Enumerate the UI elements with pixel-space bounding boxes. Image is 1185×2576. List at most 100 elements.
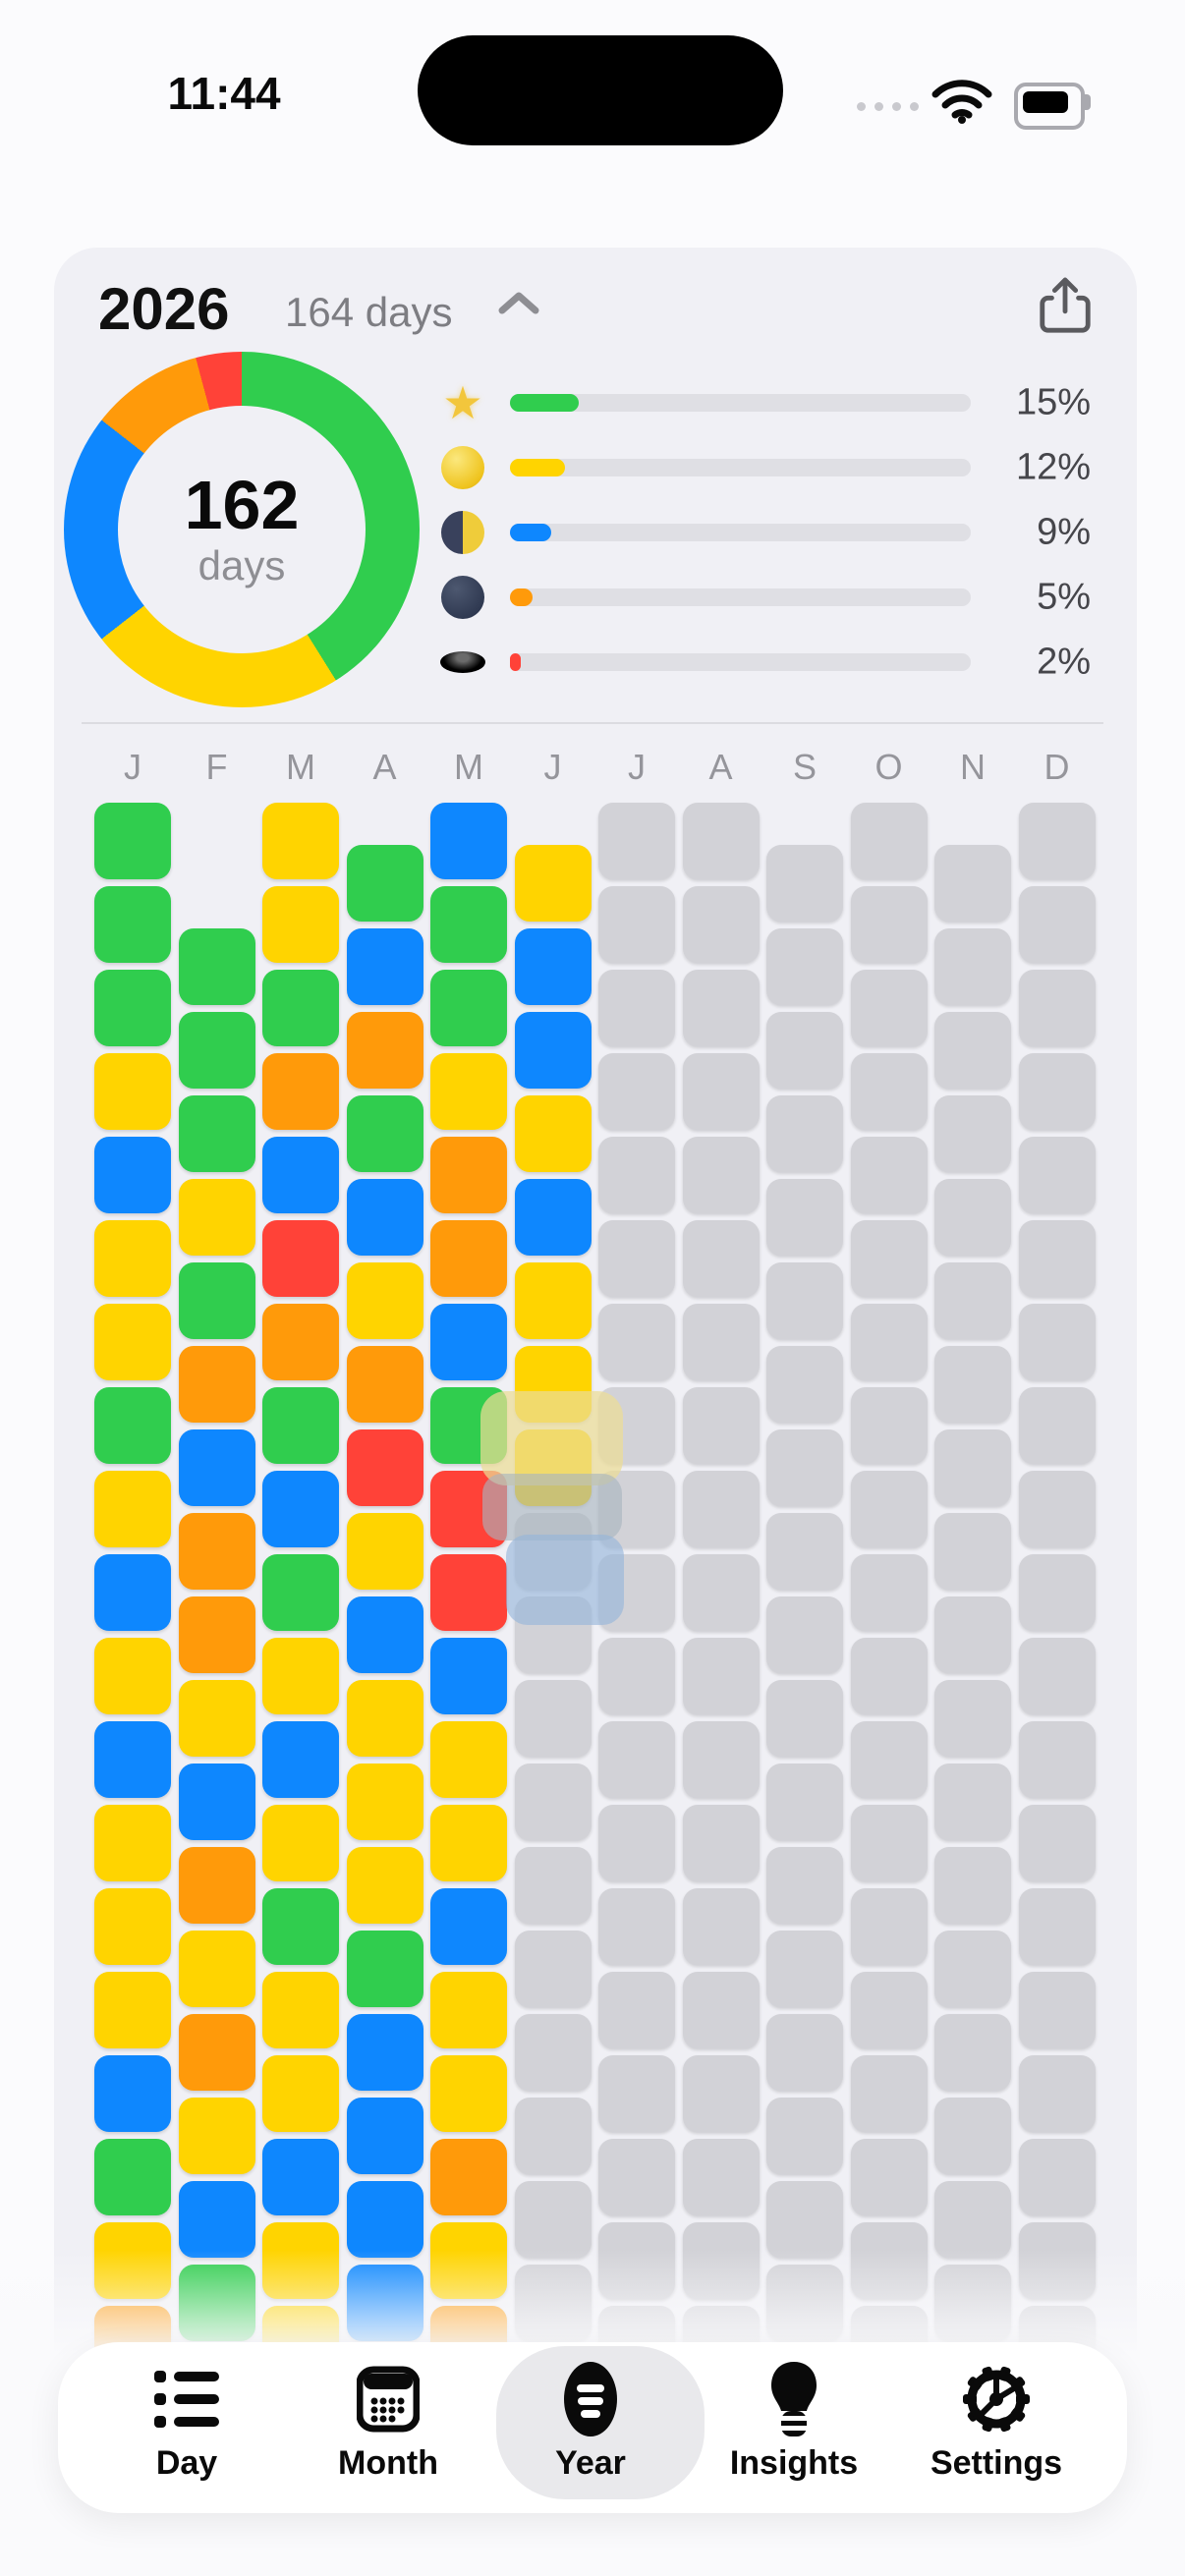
day-cell[interactable] xyxy=(178,2013,255,2091)
day-cell[interactable] xyxy=(94,1554,171,1631)
day-cell[interactable] xyxy=(94,886,171,963)
day-cell-untracked[interactable] xyxy=(598,1972,675,2048)
day-cell[interactable] xyxy=(94,1721,171,1798)
day-cell[interactable] xyxy=(430,1805,507,1881)
day-cell[interactable] xyxy=(262,1972,339,2048)
day-cell[interactable] xyxy=(514,1011,592,1089)
day-cell[interactable] xyxy=(94,1220,171,1297)
day-cell-untracked[interactable] xyxy=(598,803,675,879)
day-cell-untracked[interactable] xyxy=(1018,1721,1096,1798)
day-cell-untracked[interactable] xyxy=(934,1011,1011,1089)
day-cell-untracked[interactable] xyxy=(850,1638,928,1714)
day-cell-untracked[interactable] xyxy=(1018,2139,1096,2215)
day-cell-untracked[interactable] xyxy=(682,1387,760,1464)
day-cell-untracked[interactable] xyxy=(514,2097,592,2174)
day-cell[interactable] xyxy=(430,1554,507,1631)
day-cell[interactable] xyxy=(178,1345,255,1423)
day-cell-untracked[interactable] xyxy=(934,1345,1011,1423)
day-cell[interactable] xyxy=(346,1178,423,1256)
day-cell-untracked[interactable] xyxy=(682,1471,760,1547)
day-cell-untracked[interactable] xyxy=(766,1763,843,1840)
day-cell-untracked[interactable] xyxy=(850,1220,928,1297)
day-cell-untracked[interactable] xyxy=(598,1053,675,1130)
day-cell-untracked[interactable] xyxy=(682,1053,760,1130)
day-cell-untracked[interactable] xyxy=(1018,886,1096,963)
day-cell[interactable] xyxy=(178,1428,255,1506)
day-cell-untracked[interactable] xyxy=(934,1094,1011,1172)
day-cell[interactable] xyxy=(346,1261,423,1339)
day-cell-untracked[interactable] xyxy=(598,2055,675,2132)
day-cell[interactable] xyxy=(262,970,339,1046)
day-cell-untracked[interactable] xyxy=(766,1094,843,1172)
day-cell-untracked[interactable] xyxy=(682,1638,760,1714)
day-cell-untracked[interactable] xyxy=(850,1721,928,1798)
day-cell[interactable] xyxy=(514,844,592,922)
day-cell-untracked[interactable] xyxy=(598,1888,675,1965)
chevron-up-icon[interactable] xyxy=(496,291,541,316)
day-cell-untracked[interactable] xyxy=(1018,1304,1096,1380)
day-cell[interactable] xyxy=(514,1178,592,1256)
day-cell-untracked[interactable] xyxy=(514,1763,592,1840)
day-cell-untracked[interactable] xyxy=(850,1137,928,1213)
day-cell-untracked[interactable] xyxy=(598,2139,675,2215)
day-cell-untracked[interactable] xyxy=(850,886,928,963)
day-cell[interactable] xyxy=(94,1304,171,1380)
day-cell-untracked[interactable] xyxy=(934,1596,1011,1673)
day-cell-untracked[interactable] xyxy=(766,2097,843,2174)
day-cell[interactable] xyxy=(346,1679,423,1757)
day-cell[interactable] xyxy=(178,1011,255,1089)
day-cell[interactable] xyxy=(94,803,171,879)
day-cell[interactable] xyxy=(94,2055,171,2132)
day-cell[interactable] xyxy=(94,1387,171,1464)
tab-day[interactable]: Day xyxy=(88,2356,285,2503)
day-cell-untracked[interactable] xyxy=(850,803,928,879)
day-cell-untracked[interactable] xyxy=(934,1428,1011,1506)
day-cell-untracked[interactable] xyxy=(682,886,760,963)
day-cell[interactable] xyxy=(514,1261,592,1339)
day-cell[interactable] xyxy=(430,1220,507,1297)
day-cell[interactable] xyxy=(430,803,507,879)
day-cell[interactable] xyxy=(262,1137,339,1213)
day-cell[interactable] xyxy=(262,1638,339,1714)
day-cell-untracked[interactable] xyxy=(514,1930,592,2007)
day-cell-untracked[interactable] xyxy=(850,970,928,1046)
day-cell[interactable] xyxy=(346,1345,423,1423)
day-cell-untracked[interactable] xyxy=(934,2180,1011,2258)
day-cell[interactable] xyxy=(178,1763,255,1840)
day-cell[interactable] xyxy=(94,1471,171,1547)
day-cell[interactable] xyxy=(262,1053,339,1130)
day-cell-untracked[interactable] xyxy=(682,970,760,1046)
day-cell[interactable] xyxy=(430,1304,507,1380)
day-cell-untracked[interactable] xyxy=(766,1846,843,1924)
day-cell-untracked[interactable] xyxy=(1018,803,1096,879)
day-cell-untracked[interactable] xyxy=(682,1972,760,2048)
day-cell-untracked[interactable] xyxy=(934,1512,1011,1590)
day-cell[interactable] xyxy=(346,1428,423,1506)
day-cell[interactable] xyxy=(262,1721,339,1798)
day-cell-untracked[interactable] xyxy=(598,1137,675,1213)
day-cell-untracked[interactable] xyxy=(1018,1805,1096,1881)
day-cell[interactable] xyxy=(94,970,171,1046)
day-cell[interactable] xyxy=(346,1846,423,1924)
day-cell[interactable] xyxy=(262,886,339,963)
day-cell-untracked[interactable] xyxy=(598,1220,675,1297)
day-cell-untracked[interactable] xyxy=(850,2139,928,2215)
day-cell[interactable] xyxy=(94,1137,171,1213)
day-cell[interactable] xyxy=(430,1888,507,1965)
day-cell-untracked[interactable] xyxy=(514,1846,592,1924)
day-cell[interactable] xyxy=(94,1888,171,1965)
day-cell-untracked[interactable] xyxy=(682,1805,760,1881)
day-cell-untracked[interactable] xyxy=(850,1805,928,1881)
day-cell-untracked[interactable] xyxy=(766,1428,843,1506)
day-cell-untracked[interactable] xyxy=(1018,1888,1096,1965)
day-cell-untracked[interactable] xyxy=(766,1345,843,1423)
day-cell-untracked[interactable] xyxy=(1018,970,1096,1046)
day-cell-untracked[interactable] xyxy=(850,1471,928,1547)
tab-month[interactable]: Month xyxy=(290,2356,486,2503)
day-cell-untracked[interactable] xyxy=(514,2180,592,2258)
day-cell-untracked[interactable] xyxy=(850,1304,928,1380)
day-cell[interactable] xyxy=(94,2139,171,2215)
day-cell[interactable] xyxy=(514,1094,592,1172)
day-cell[interactable] xyxy=(262,803,339,879)
day-cell-untracked[interactable] xyxy=(598,886,675,963)
